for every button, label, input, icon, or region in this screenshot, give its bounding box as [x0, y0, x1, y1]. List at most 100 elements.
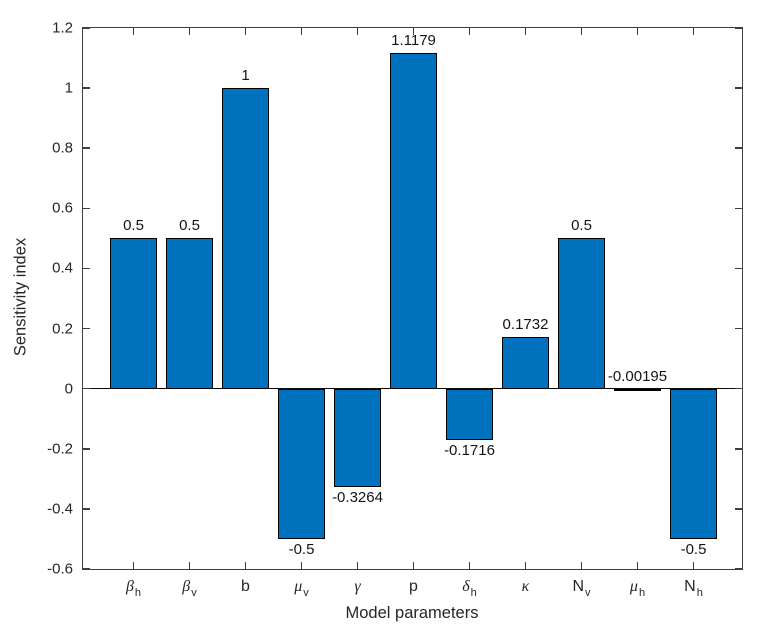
x-tick-mark-bottom — [188, 562, 191, 569]
y-tick-mark-right — [735, 327, 742, 330]
bar — [166, 238, 213, 389]
x-category-label: b — [241, 578, 250, 596]
y-tick-mark-left — [83, 508, 90, 510]
x-category-label: βv — [182, 578, 197, 599]
x-tick-mark-bottom — [524, 562, 527, 569]
y-tick-mark-right — [735, 568, 742, 570]
y-tick-label: -0.6 — [47, 560, 73, 578]
category-symbol: δ — [462, 578, 470, 595]
bar — [110, 238, 157, 389]
x-category-label: γ — [354, 578, 360, 596]
x-tick-mark-bottom — [356, 562, 359, 569]
bar — [502, 336, 549, 389]
category-symbol: N — [684, 578, 696, 595]
y-tick-label: 0.2 — [52, 320, 73, 338]
category-symbol: γ — [354, 578, 361, 595]
bar-value-label: 1 — [241, 67, 250, 85]
bar — [222, 88, 269, 389]
category-subscript: v — [303, 587, 309, 599]
y-tick-mark-left — [83, 267, 90, 270]
category-subscript: h — [638, 587, 646, 599]
x-category-label: p — [409, 578, 418, 596]
x-tick-mark-top — [580, 28, 583, 35]
bar-value-label: 1.1179 — [391, 31, 436, 49]
x-tick-mark-top — [692, 28, 695, 35]
y-tick-label: -0.4 — [47, 500, 73, 518]
category-symbol: β — [125, 578, 134, 595]
y-tick-mark-left — [83, 387, 90, 390]
x-category-label: Nv — [572, 578, 590, 599]
x-category-label: μh — [629, 578, 646, 599]
x-tick-mark-top — [524, 28, 527, 35]
bar-value-label: 0.5 — [123, 217, 144, 235]
category-subscript: h — [470, 587, 477, 599]
bar — [390, 52, 437, 389]
x-tick-mark-bottom — [636, 562, 639, 569]
x-tick-mark-bottom — [580, 562, 583, 569]
x-tick-mark-bottom — [244, 562, 247, 569]
category-symbol: β — [182, 578, 191, 595]
bar-value-label: 0.5 — [571, 217, 592, 235]
x-tick-mark-top — [412, 28, 415, 35]
category-symbol: p — [409, 578, 418, 595]
bar — [278, 388, 325, 539]
y-tick-label: -0.2 — [47, 440, 73, 458]
y-tick-mark-left — [83, 147, 90, 149]
category-symbol: μ — [294, 578, 303, 595]
bar-value-label: -0.00195 — [607, 367, 668, 385]
x-tick-mark-top — [188, 28, 191, 35]
x-category-label: βh — [125, 578, 141, 599]
x-tick-mark-top — [636, 28, 639, 35]
y-tick-label: 0.4 — [52, 259, 73, 277]
y-tick-label: 0.6 — [52, 199, 73, 217]
x-tick-mark-top — [468, 28, 471, 35]
zero-baseline — [83, 387, 742, 390]
x-tick-mark-bottom — [412, 562, 415, 569]
category-subscript: h — [696, 587, 703, 599]
x-tick-mark-bottom — [300, 562, 303, 569]
y-tick-mark-left — [83, 327, 90, 330]
y-tick-mark-right — [735, 87, 742, 89]
x-category-label: Nh — [684, 578, 703, 599]
bar-value-label: 0.1732 — [502, 315, 549, 333]
category-symbol: N — [572, 578, 585, 595]
bar-value-label: 0.5 — [179, 217, 200, 235]
x-category-label: μv — [294, 578, 309, 599]
bar-value-label: -0.5 — [288, 540, 315, 558]
category-symbol: μ — [629, 578, 638, 595]
plot-area: -0.6 -0.4 -0.2 0 0.2 0.4 0.6 0.8 1 1.2 0.5 βh 0.5 βv 1… — [47, 21, 743, 599]
y-tick-mark-right — [735, 267, 742, 270]
y-tick-mark-left — [83, 87, 90, 89]
y-tick-mark-left — [83, 568, 90, 570]
y-tick-mark-right — [735, 387, 742, 390]
y-tick-mark-right — [735, 207, 742, 210]
x-tick-mark-top — [132, 28, 135, 35]
y-tick-label: 0 — [64, 380, 73, 398]
x-tick-mark-top — [300, 28, 303, 35]
x-tick-mark-top — [356, 28, 359, 35]
x-tick-mark-bottom — [132, 562, 135, 569]
bar — [334, 388, 381, 487]
category-subscript: v — [191, 587, 197, 599]
bar-value-label: -0.3264 — [332, 488, 383, 506]
y-tick-label: 1.2 — [52, 19, 73, 37]
y-tick-mark-left — [83, 448, 90, 450]
x-category-label: δh — [462, 578, 477, 599]
y-tick-label: 0.8 — [52, 139, 73, 157]
category-symbol: κ — [521, 578, 530, 595]
x-category-label: κ — [522, 578, 530, 596]
bar — [614, 388, 661, 391]
y-tick-mark-right — [735, 27, 742, 29]
x-axis-title: Model parameters — [345, 604, 479, 622]
x-tick-mark-bottom — [692, 562, 695, 569]
bar — [446, 388, 493, 441]
y-tick-mark-left — [83, 27, 90, 29]
y-tick-mark-right — [735, 147, 742, 149]
bar-value-label: -0.1716 — [444, 442, 495, 460]
y-axis-title: Sensitivity index — [11, 237, 30, 357]
x-tick-mark-top — [244, 28, 247, 35]
y-tick-mark-right — [735, 448, 742, 450]
y-tick-mark-left — [83, 207, 90, 210]
bar — [670, 388, 717, 539]
